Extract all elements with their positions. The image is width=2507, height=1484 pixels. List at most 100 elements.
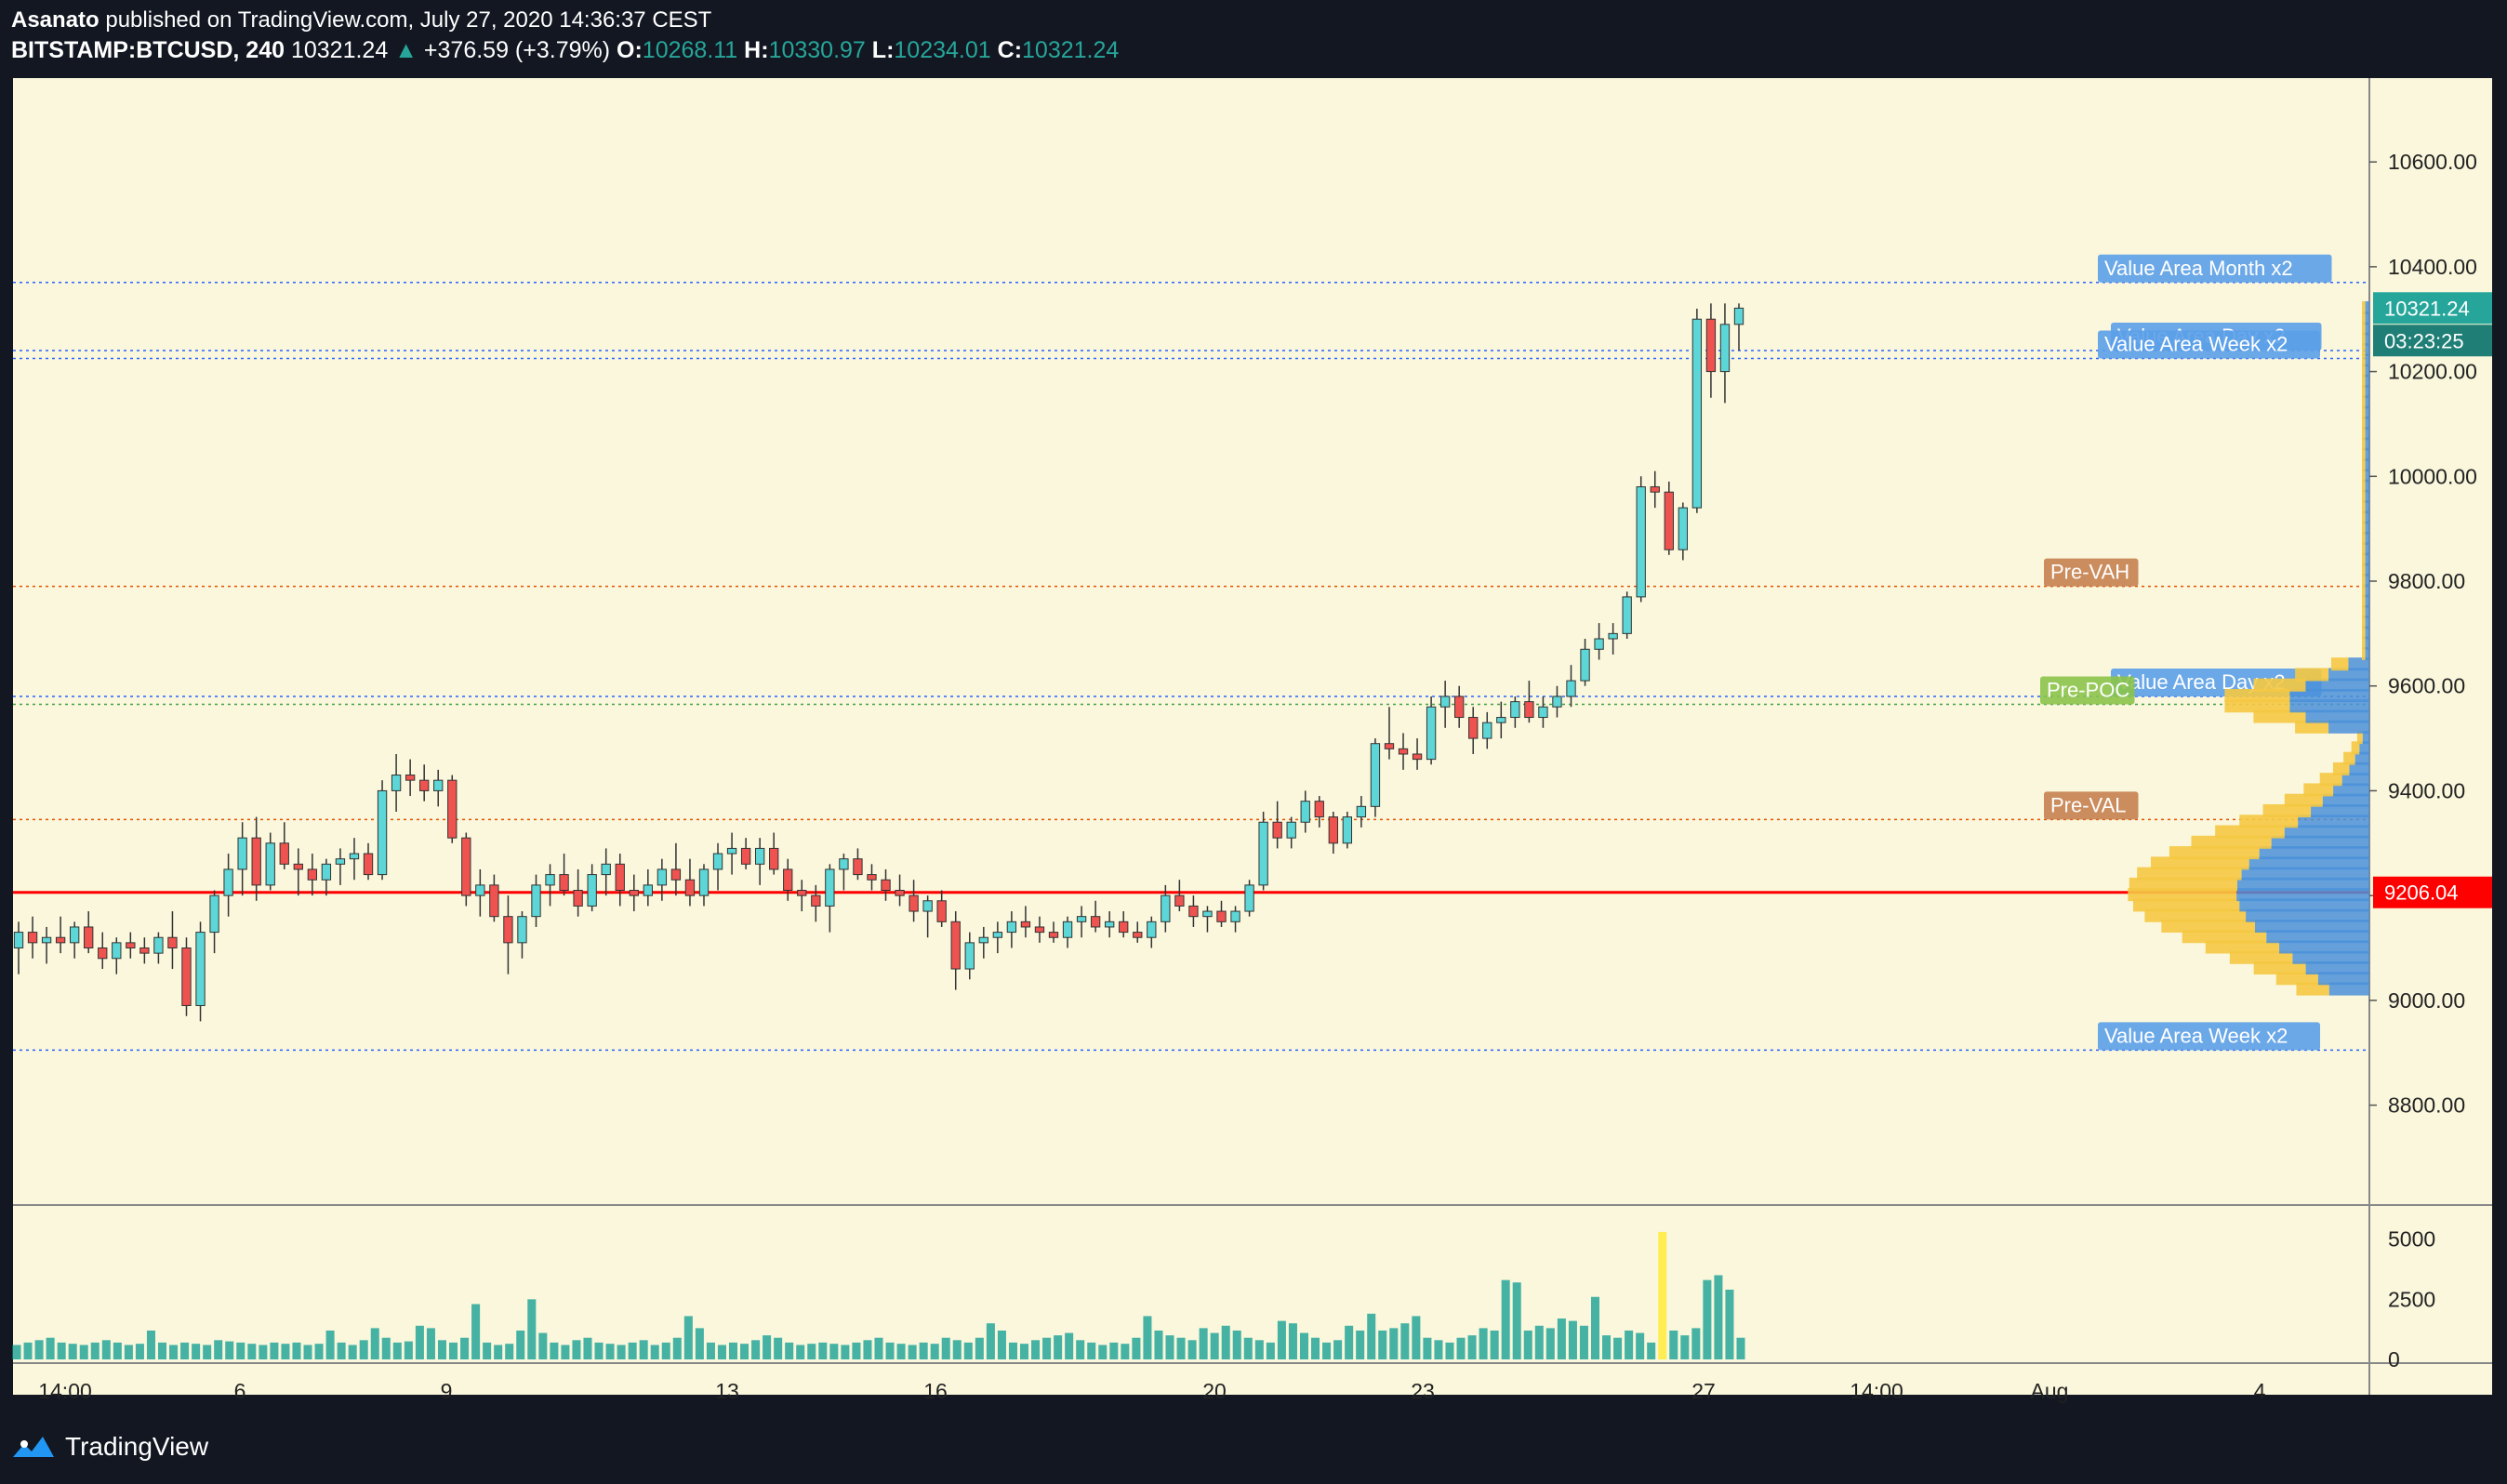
tradingview-logo-icon [13, 1437, 54, 1457]
volume-bar [683, 1316, 693, 1359]
profile-bar [2349, 762, 2369, 775]
profile-bar [2328, 720, 2369, 734]
profile-bar [2205, 940, 2280, 954]
volume-bar [538, 1332, 548, 1359]
symbol-label[interactable]: BITSTAMP:BTCUSD, 240 [11, 37, 285, 63]
candle-body [754, 847, 765, 865]
profile-bar [2365, 563, 2369, 576]
volume-bar [1277, 1320, 1286, 1359]
publisher-name[interactable]: Asanato [11, 7, 99, 33]
volume-bar [550, 1342, 559, 1359]
profile-bar [2362, 604, 2366, 618]
volume-bar [1602, 1335, 1612, 1359]
candle-body [1705, 318, 1717, 373]
candle-body [670, 868, 682, 881]
profile-bar [2236, 888, 2369, 902]
tradingview-brand[interactable]: TradingView [11, 1432, 208, 1462]
candle-body [167, 936, 178, 948]
profile-bar [2246, 908, 2369, 922]
x-tick-label: 27 [1691, 1379, 1716, 1403]
candle-body [839, 858, 849, 870]
y-tick-label: 9400.00 [2388, 778, 2465, 802]
candle-body [461, 837, 471, 896]
profile-bar [2365, 300, 2369, 314]
x-tick-label: 9 [441, 1379, 453, 1403]
profile-bar [2305, 709, 2369, 723]
volume-bar [1311, 1337, 1320, 1359]
profile-bar [2328, 668, 2369, 682]
candle-body [1664, 491, 1674, 550]
level-tag-label: Pre-POC [2047, 678, 2129, 701]
profile-bar [2362, 311, 2366, 325]
volume-bar [997, 1330, 1006, 1359]
volume-bar [180, 1342, 190, 1359]
profile-bar [2292, 950, 2369, 964]
profile-bar [2365, 500, 2369, 514]
profile-bar [2362, 616, 2366, 629]
profile-bar [2365, 531, 2369, 545]
profile-bar [2362, 552, 2366, 566]
profile-bar [2191, 835, 2272, 849]
profile-bar [2362, 427, 2366, 441]
candle-body [1524, 701, 1534, 719]
volume-bar [728, 1342, 738, 1359]
volume-bar [639, 1340, 648, 1359]
profile-bar [2362, 437, 2366, 451]
level-tag-label: Pre-VAH [2050, 561, 2129, 584]
open-value: 10268.11 [642, 37, 738, 63]
volume-bar [1109, 1342, 1119, 1359]
candle-body [1370, 743, 1381, 807]
candle-body [867, 874, 877, 881]
candle-body [964, 942, 975, 970]
candle-body [573, 890, 583, 907]
candle-body [223, 868, 233, 896]
profile-bar [2362, 343, 2366, 357]
profile-bar [2362, 405, 2366, 419]
volume-bar [818, 1342, 828, 1359]
candle-body [1678, 507, 1689, 550]
volume-bar [381, 1337, 391, 1359]
profile-bar [2333, 783, 2369, 797]
profile-bar [2365, 542, 2369, 556]
profile-bar [2262, 803, 2312, 817]
candle-body [1286, 821, 1296, 839]
candle-body [405, 775, 416, 781]
profile-bar [2224, 688, 2290, 702]
volume-bar [259, 1345, 268, 1359]
low-label: L: [871, 37, 895, 63]
volume-bar [1087, 1342, 1096, 1359]
profile-bar [2137, 867, 2242, 881]
candle-body [1552, 696, 1562, 708]
profile-bar [2362, 584, 2366, 598]
candle-body [377, 789, 388, 876]
candle-body [726, 847, 737, 855]
poc-price-label: 9206.04 [2384, 881, 2459, 905]
profile-bar [2365, 458, 2369, 472]
volume-bar [1479, 1328, 1488, 1359]
volume-bar [1680, 1335, 1690, 1359]
volume-bar [1154, 1330, 1163, 1359]
candle-body [740, 847, 751, 865]
x-tick-label: 6 [234, 1379, 246, 1403]
level-tag [2040, 676, 2135, 705]
candle-body [237, 837, 247, 870]
profile-bar [2248, 856, 2369, 870]
volume-bar [1199, 1328, 1208, 1359]
candle-body [489, 884, 499, 918]
profile-bar [2279, 940, 2369, 954]
volume-bar [561, 1345, 570, 1359]
candle-body [1510, 701, 1520, 719]
y-tick-label: 9800.00 [2388, 569, 2465, 593]
candle-body [84, 926, 94, 948]
candle-body [1594, 638, 1604, 650]
volume-bar [1658, 1231, 1667, 1359]
profile-bar [2365, 646, 2369, 660]
candle-body [1161, 894, 1171, 922]
profile-bar [2362, 636, 2366, 650]
close-label: C: [997, 37, 1023, 63]
volume-bar [483, 1342, 492, 1359]
profile-bar [2311, 803, 2369, 817]
volume-bar [1299, 1332, 1308, 1359]
candle-body [629, 890, 639, 896]
